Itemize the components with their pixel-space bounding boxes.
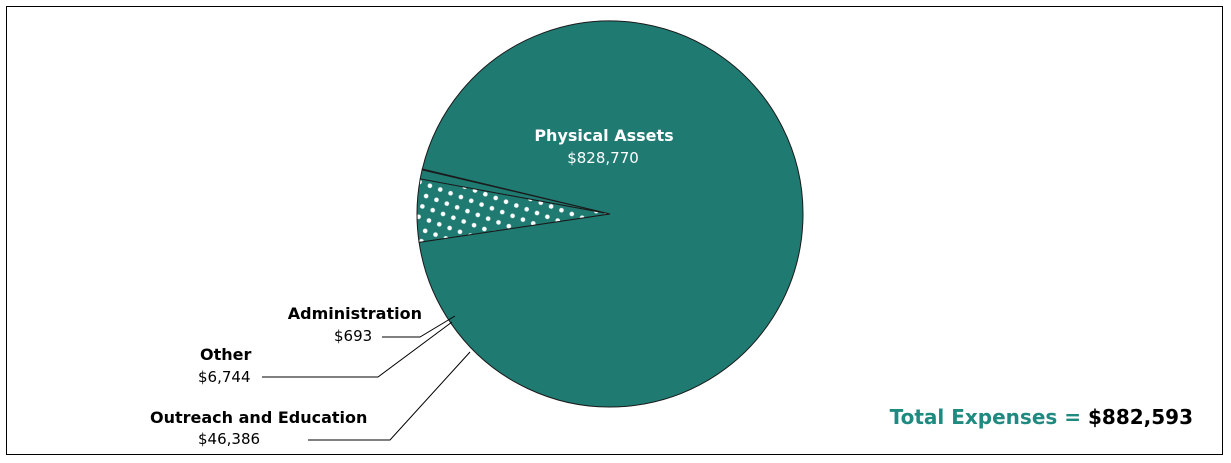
pie-slice-physical-assets <box>418 20 804 408</box>
total-expenses-value: $882,593 <box>1087 405 1193 429</box>
outreach-value: $46,386 <box>198 430 260 448</box>
leader-other <box>262 321 453 378</box>
total-equals-sign: = <box>1064 405 1082 429</box>
physical-assets-label: Physical Assets <box>534 126 673 145</box>
outreach-label: Outreach and Education <box>150 408 367 427</box>
administration-label: Administration <box>288 304 422 323</box>
administration-value: $693 <box>334 327 372 345</box>
physical-assets-value: $828,770 <box>567 149 639 167</box>
other-value: $6,744 <box>198 368 251 386</box>
leader-outreach <box>308 351 471 441</box>
total-expenses: Total Expenses = $882,593 <box>890 405 1193 429</box>
other-label: Other <box>200 345 251 364</box>
leader-administration <box>382 315 456 338</box>
total-expenses-label: Total Expenses <box>889 405 1058 429</box>
